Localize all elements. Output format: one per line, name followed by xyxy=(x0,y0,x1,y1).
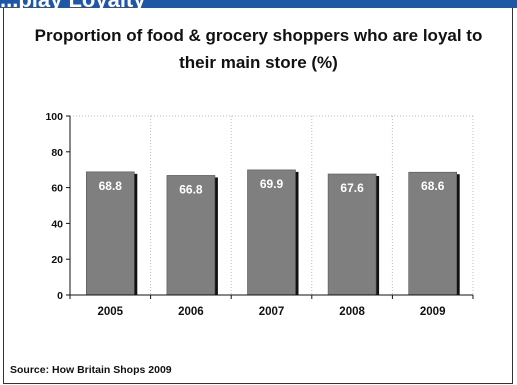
bar xyxy=(166,175,216,296)
y-tick-label: 60 xyxy=(51,183,63,195)
bar xyxy=(408,171,458,296)
y-tick-label: 80 xyxy=(51,147,63,159)
chart-title: Proportion of food & grocery shoppers wh… xyxy=(34,26,483,72)
x-category-label: 2009 xyxy=(420,306,446,318)
y-tick-label: 20 xyxy=(51,254,63,266)
chart-frame xyxy=(3,8,513,384)
x-category-label: 2006 xyxy=(178,306,204,318)
header-band-text: ...play Loyalty xyxy=(0,0,146,13)
bars-layer: 68.8 66.8 69.9 67.6 68.6 xyxy=(86,169,460,296)
y-tick-label: 100 xyxy=(45,111,63,123)
data-label: 67.6 xyxy=(340,181,364,195)
data-label: 69.9 xyxy=(260,177,284,191)
x-category-label: 2008 xyxy=(339,306,365,318)
bar xyxy=(327,173,377,296)
x-category-label: 2007 xyxy=(259,306,285,318)
grid-layer xyxy=(70,115,474,295)
top-header-band: ...play Loyalty xyxy=(0,0,517,12)
bar xyxy=(247,169,296,296)
y-tick-label: 0 xyxy=(57,290,63,302)
data-label: 68.8 xyxy=(99,179,123,193)
source-note: Source: How Britain Shops 2009 xyxy=(10,364,172,376)
axes-layer: 0 20 40 60 80 100 2005 2006 2007 2008 2009 xyxy=(45,111,474,318)
y-tick-label: 40 xyxy=(51,218,63,230)
x-category-label: 2005 xyxy=(98,306,124,318)
data-label: 68.6 xyxy=(421,179,445,193)
data-label: 66.8 xyxy=(179,182,203,196)
